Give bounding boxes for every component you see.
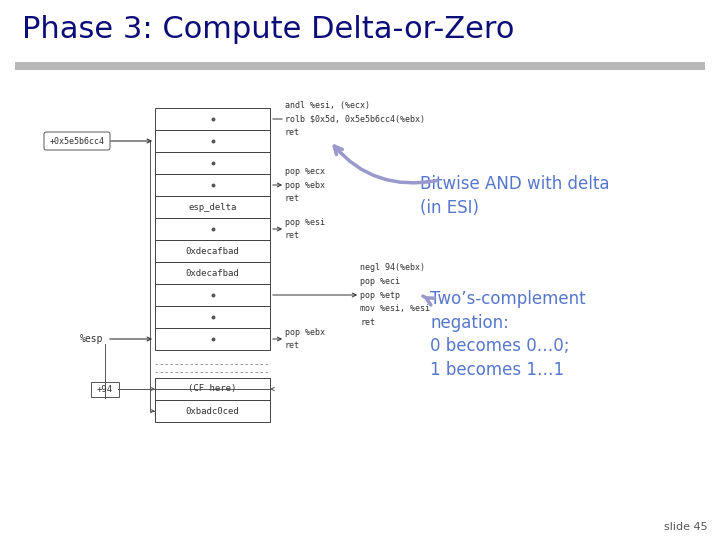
Bar (155, 108, 270, 130)
Text: andl %esi, (%ecx)
rolb $0x5d, 0x5e5b6cc4(%ebx)
ret: andl %esi, (%ecx) rolb $0x5d, 0x5e5b6cc4… (285, 100, 425, 137)
Text: esp_delta: esp_delta (189, 202, 237, 212)
Bar (155, 196, 270, 218)
Text: +0x5e5b6cc4: +0x5e5b6cc4 (50, 137, 104, 145)
FancyBboxPatch shape (15, 62, 705, 70)
Bar (155, 306, 270, 328)
Bar (155, 240, 270, 262)
Text: Bitwise AND with delta
(in ESI): Bitwise AND with delta (in ESI) (420, 175, 610, 217)
Bar (155, 218, 270, 240)
Bar (155, 130, 270, 152)
Bar (155, 174, 270, 196)
Text: 0xdecafbad: 0xdecafbad (186, 246, 239, 255)
Bar (155, 262, 270, 284)
Text: pop %ebx
ret: pop %ebx ret (285, 328, 325, 350)
Bar (155, 152, 270, 174)
Text: pop %ecx
pop %ebx
ret: pop %ecx pop %ebx ret (285, 167, 325, 204)
Text: pop %esi
ret: pop %esi ret (285, 218, 325, 240)
Bar (155, 284, 270, 306)
FancyBboxPatch shape (44, 132, 110, 150)
Text: slide 45: slide 45 (665, 522, 708, 532)
Text: 0xdecafbad: 0xdecafbad (186, 268, 239, 278)
Text: %esp: %esp (79, 334, 103, 344)
Text: Phase 3: Compute Delta-or-Zero: Phase 3: Compute Delta-or-Zero (22, 15, 514, 44)
Text: negl 94(%ebx)
pop %eci
pop %etp
mov %esi, %esi
ret: negl 94(%ebx) pop %eci pop %etp mov %esi… (360, 262, 430, 327)
Bar (155, 328, 270, 350)
FancyBboxPatch shape (91, 381, 119, 396)
Text: (CF here): (CF here) (189, 384, 237, 394)
Text: Two’s-complement
negation:
0 becomes 0…0;
1 becomes 1…1: Two’s-complement negation: 0 becomes 0…0… (430, 290, 585, 379)
Text: 0xbadc0ced: 0xbadc0ced (186, 407, 239, 415)
Bar (155, 378, 270, 400)
Bar (155, 400, 270, 422)
Text: +94: +94 (97, 384, 113, 394)
